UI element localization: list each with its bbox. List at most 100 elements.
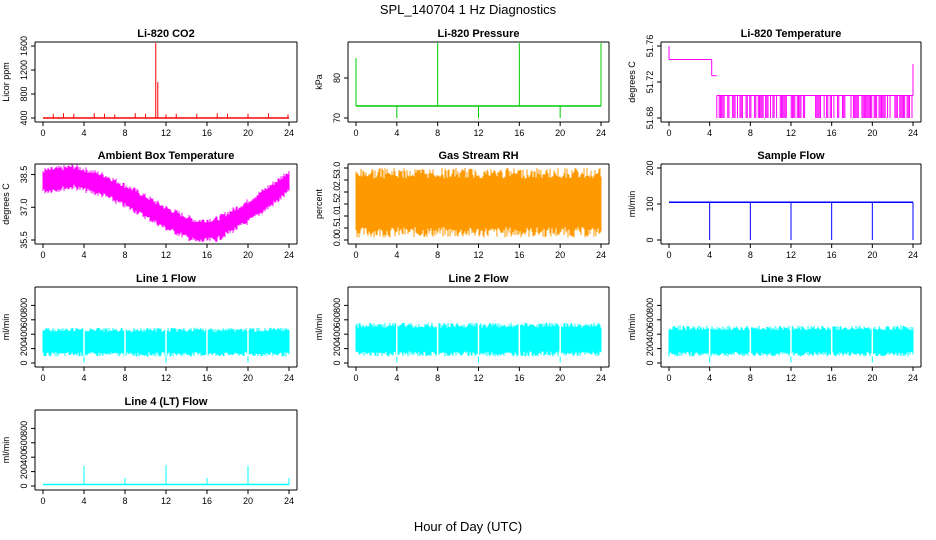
x-tick-label: 16 (202, 128, 212, 138)
x-tick-label: 16 (827, 128, 837, 138)
panel-title: Line 1 Flow (136, 273, 196, 285)
x-tick-label: 24 (596, 250, 606, 260)
x-tick-label: 4 (707, 373, 712, 383)
x-tick-label: 8 (748, 250, 753, 260)
y-tick-label: 35.5 (19, 231, 29, 249)
x-tick-label: 8 (122, 373, 127, 383)
y-tick-label: 0 (645, 360, 655, 365)
series (42, 327, 290, 363)
x-tick-label: 0 (353, 128, 358, 138)
panel-title: Line 4 (LT) Flow (125, 396, 208, 408)
y-axis-label: Licor ppm (1, 62, 11, 102)
series-curve (42, 164, 290, 243)
x-tick-label: 20 (555, 250, 565, 260)
y-tick-label: 600 (19, 435, 29, 450)
x-tick-label: 0 (40, 128, 45, 138)
panel-title: Line 2 Flow (449, 273, 509, 285)
y-tick-label: 0 (19, 360, 29, 365)
x-tick-label: 20 (867, 373, 877, 383)
x-tick-label: 8 (122, 496, 127, 506)
x-tick-label: 0 (40, 373, 45, 383)
x-tick-label: 0 (353, 373, 358, 383)
x-tick-label: 20 (243, 373, 253, 383)
x-tick-label: 12 (161, 250, 171, 260)
x-tick-label: 0 (40, 496, 45, 506)
x-tick-label: 12 (473, 128, 483, 138)
panel-6: Sample Flow ml/min 0 4 8 12 16 20 24 0 100 200 (627, 150, 922, 260)
x-tick-label: 4 (394, 250, 399, 260)
y-tick-label: 1.5 (332, 198, 342, 211)
y-tick-label: 1600 (19, 36, 29, 56)
panel-title: Sample Flow (757, 150, 825, 162)
x-axis-label: Hour of Day (UTC) (414, 519, 522, 534)
panel-5: Gas Stream RH percent 0 4 8 12 16 20 24 0.00.51.0… (314, 150, 610, 260)
y-tick-label: 38.5 (19, 166, 29, 184)
x-tick-label: 0 (666, 128, 671, 138)
x-tick-label: 24 (284, 373, 294, 383)
x-tick-label: 20 (867, 250, 877, 260)
x-tick-label: 0 (353, 250, 358, 260)
x-tick-label: 24 (908, 373, 918, 383)
x-tick-label: 4 (81, 496, 86, 506)
x-tick-label: 16 (514, 128, 524, 138)
y-tick-label: 70 (332, 113, 342, 123)
x-tick-label: 12 (473, 373, 483, 383)
series (355, 43, 602, 118)
x-tick-label: 12 (786, 373, 796, 383)
x-tick-label: 12 (161, 128, 171, 138)
panel-1: Li-820 CO2 Licor ppm 0 4 8 12 16 20 24 400 800 1200… (1, 28, 298, 138)
y-tick-label: 1.0 (332, 210, 342, 223)
x-tick-label: 12 (161, 373, 171, 383)
x-tick-label: 0 (40, 250, 45, 260)
y-tick-label: 51.72 (645, 71, 655, 94)
y-tick-label: 800 (19, 86, 29, 101)
y-tick-label: 200 (332, 341, 342, 356)
x-tick-label: 0 (666, 373, 671, 383)
y-tick-label: 2.0 (332, 186, 342, 199)
panel-title: Ambient Box Temperature (98, 150, 235, 162)
panel-title: Line 3 Flow (761, 273, 821, 285)
x-tick-label: 20 (243, 496, 253, 506)
panel-7: Line 1 Flow ml/min 0 4 8 12 16 20 24 0 20040060080… (1, 273, 298, 383)
y-tick-label: 0 (19, 483, 29, 488)
y-axis-label: kPa (314, 74, 324, 90)
x-tick-label: 24 (596, 128, 606, 138)
y-axis-label: ml/min (314, 314, 324, 341)
x-tick-label: 0 (666, 250, 671, 260)
x-tick-label: 24 (284, 128, 294, 138)
panel-10: Line 4 (LT) Flow ml/min 0 4 8 12 16 20 24 0 200400… (1, 396, 298, 506)
panel-3: Li-820 Temperature degrees C 0 4 8 12 16 20 24 51… (627, 28, 922, 138)
x-tick-label: 4 (81, 128, 86, 138)
x-tick-label: 24 (596, 373, 606, 383)
y-tick-label: 800 (645, 298, 655, 313)
y-tick-label: 200 (645, 160, 655, 175)
y-tick-label: 600 (332, 312, 342, 327)
series (42, 164, 290, 243)
y-tick-label: 200 (19, 341, 29, 356)
x-tick-label: 16 (514, 373, 524, 383)
y-tick-label: 0.5 (332, 222, 342, 235)
x-tick-label: 16 (202, 496, 212, 506)
y-tick-label: 200 (19, 464, 29, 479)
x-tick-label: 24 (908, 250, 918, 260)
figure-title: SPL_140704 1 Hz Diagnostics (380, 2, 557, 17)
x-tick-label: 12 (161, 496, 171, 506)
series (355, 322, 602, 363)
y-tick-label: 3.0 (332, 162, 342, 175)
series (355, 168, 602, 238)
y-tick-label: 400 (19, 327, 29, 342)
x-tick-label: 8 (122, 250, 127, 260)
panel-9: Line 3 Flow ml/min 0 4 8 12 16 20 24 0 20040060080… (627, 273, 922, 383)
x-tick-label: 8 (748, 128, 753, 138)
x-tick-label: 16 (827, 373, 837, 383)
x-tick-label: 12 (786, 128, 796, 138)
series-band (355, 168, 602, 238)
x-tick-label: 8 (122, 128, 127, 138)
x-tick-label: 8 (748, 373, 753, 383)
panel-title: Li-820 CO2 (137, 28, 194, 40)
y-axis-label: ml/min (1, 314, 11, 341)
y-tick-label: 800 (332, 298, 342, 313)
level-flicker (716, 95, 913, 118)
x-tick-label: 20 (555, 128, 565, 138)
